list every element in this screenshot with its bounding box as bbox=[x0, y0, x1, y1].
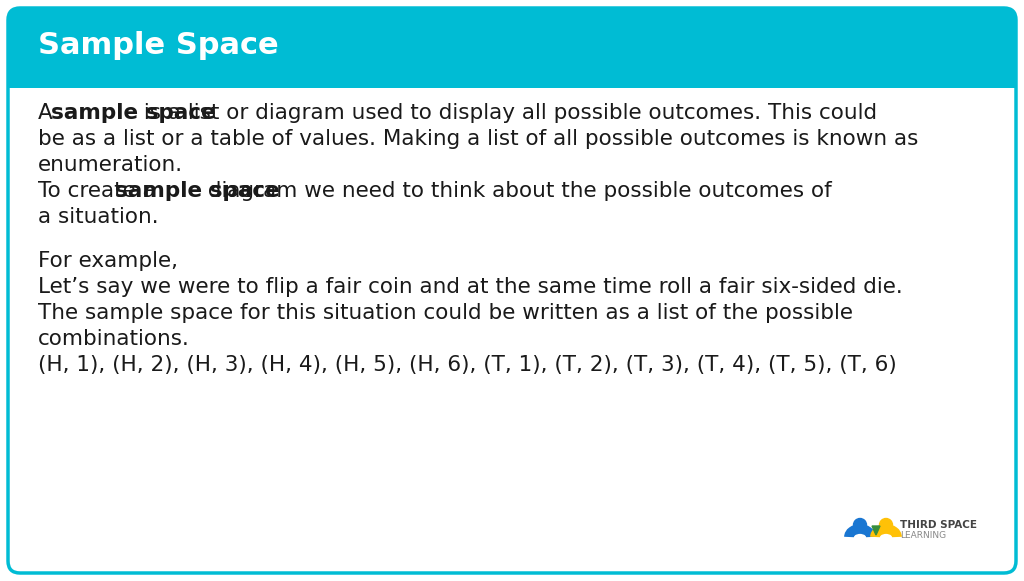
Text: A: A bbox=[38, 103, 59, 123]
Text: Let’s say we were to flip a fair coin and at the same time roll a fair six-sided: Let’s say we were to flip a fair coin an… bbox=[38, 277, 903, 297]
Text: is a list or diagram used to display all possible outcomes. This could: is a list or diagram used to display all… bbox=[137, 103, 878, 123]
Bar bbox=[8, 43, 1016, 88]
Text: The sample space for this situation could be written as a list of the possible: The sample space for this situation coul… bbox=[38, 303, 853, 323]
Text: LEARNING: LEARNING bbox=[900, 532, 946, 540]
Circle shape bbox=[853, 518, 866, 532]
FancyBboxPatch shape bbox=[8, 8, 1016, 573]
Text: be as a list or a table of values. Making a list of all possible outcomes is kno: be as a list or a table of values. Makin… bbox=[38, 129, 919, 149]
Text: diagram we need to think about the possible outcomes of: diagram we need to think about the possi… bbox=[201, 181, 831, 201]
Polygon shape bbox=[872, 526, 880, 535]
Text: combinations.: combinations. bbox=[38, 329, 189, 349]
Text: For example,: For example, bbox=[38, 251, 178, 271]
Text: (H, 1), (H, 2), (H, 3), (H, 4), (H, 5), (H, 6), (T, 1), (T, 2), (T, 3), (T, 4), : (H, 1), (H, 2), (H, 3), (H, 4), (H, 5), … bbox=[38, 355, 897, 375]
Text: Sample Space: Sample Space bbox=[38, 31, 279, 60]
Circle shape bbox=[880, 518, 893, 532]
Text: sample space: sample space bbox=[51, 103, 215, 123]
Text: sample space: sample space bbox=[115, 181, 280, 201]
Text: To create a: To create a bbox=[38, 181, 163, 201]
Text: THIRD SPACE: THIRD SPACE bbox=[900, 520, 977, 530]
Text: a situation.: a situation. bbox=[38, 207, 159, 227]
Text: enumeration.: enumeration. bbox=[38, 155, 183, 175]
FancyBboxPatch shape bbox=[8, 8, 1016, 88]
